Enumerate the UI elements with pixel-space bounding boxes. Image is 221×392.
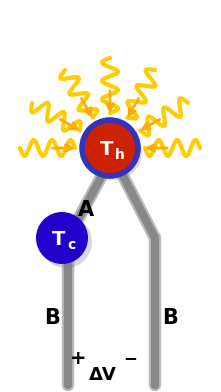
Text: B: B bbox=[162, 308, 178, 328]
Text: ΔV: ΔV bbox=[89, 366, 117, 384]
Circle shape bbox=[40, 216, 92, 268]
Text: T: T bbox=[100, 140, 114, 158]
Text: A: A bbox=[78, 200, 94, 220]
Text: −: − bbox=[123, 349, 137, 367]
Text: +: + bbox=[70, 348, 86, 368]
Text: c: c bbox=[68, 238, 76, 252]
Circle shape bbox=[86, 124, 142, 180]
Circle shape bbox=[36, 212, 88, 264]
Text: T: T bbox=[52, 229, 66, 249]
Circle shape bbox=[82, 120, 138, 176]
Text: B: B bbox=[44, 308, 60, 328]
Text: h: h bbox=[115, 148, 125, 162]
